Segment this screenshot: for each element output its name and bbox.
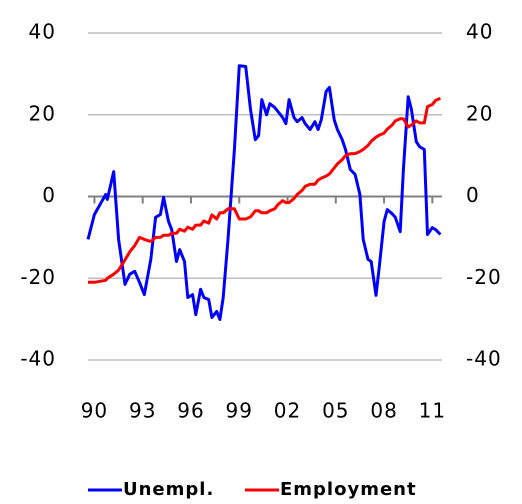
series-line (88, 97, 441, 284)
y2-tick-label: -40 (466, 347, 502, 371)
x-tick-label: 08 (370, 399, 397, 423)
x-tick-label: 96 (177, 399, 204, 423)
y-tick-label: 0 (42, 183, 56, 207)
y2-tick-label: 20 (466, 101, 493, 125)
x-tick-label: 90 (81, 399, 108, 423)
y-tick-label: -40 (20, 347, 56, 371)
x-tick-label: 05 (322, 399, 349, 423)
x-tick-label: 93 (129, 399, 156, 423)
legend-label: Unempl. (123, 479, 214, 500)
y2-tick-label: 0 (466, 183, 480, 207)
y-tick-label: 20 (29, 101, 56, 125)
y-tick-label: 40 (29, 20, 56, 44)
y2-tick-label: 40 (466, 20, 493, 44)
y2-tick-label: -20 (466, 265, 502, 289)
x-tick-label: 02 (274, 399, 301, 423)
x-tick-label: 99 (226, 399, 253, 423)
x-tick-label: 11 (419, 399, 446, 423)
y-tick-label: -20 (20, 265, 56, 289)
legend-label: Employment (280, 479, 417, 500)
series-line (86, 64, 442, 321)
